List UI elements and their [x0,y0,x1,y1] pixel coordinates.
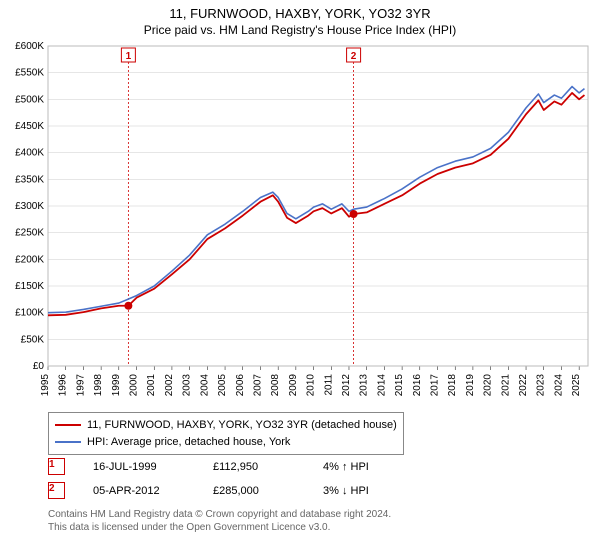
svg-text:£550K: £550K [15,68,44,79]
svg-text:2017: 2017 [430,374,441,397]
svg-text:1996: 1996 [58,374,69,397]
legend-label-hpi: HPI: Average price, detached house, York [87,434,290,451]
svg-text:2014: 2014 [376,374,387,397]
sale-price: £112,950 [213,461,323,473]
price-chart: £0 £50K £100K £150K £200K £250K £300K £350K £400… [0,0,600,410]
svg-text:2004: 2004 [199,374,210,397]
svg-text:2010: 2010 [306,374,317,397]
legend-swatch-property [55,424,81,426]
svg-text:2001: 2001 [146,374,157,397]
svg-text:£500K: £500K [15,94,44,105]
svg-text:£250K: £250K [15,228,44,239]
svg-text:£600K: £600K [15,41,44,52]
svg-text:2002: 2002 [164,374,175,397]
sale-price: £285,000 [213,485,323,497]
svg-text:2016: 2016 [412,374,423,397]
svg-text:2008: 2008 [270,374,281,397]
footer-line2: This data is licensed under the Open Gov… [48,521,391,534]
sale-marker-box: 1 [48,458,65,475]
svg-text:2025: 2025 [571,374,582,397]
svg-text:2018: 2018 [447,374,458,397]
svg-text:2015: 2015 [394,374,405,397]
svg-text:2022: 2022 [518,374,529,397]
svg-text:2019: 2019 [465,374,476,397]
sale-hpi-delta: 3% ↓ HPI [323,485,369,497]
svg-text:1: 1 [126,51,132,62]
legend-swatch-hpi [55,441,81,443]
svg-text:1999: 1999 [111,374,122,397]
svg-text:£400K: £400K [15,148,44,159]
svg-text:2011: 2011 [323,374,334,396]
svg-text:£150K: £150K [15,281,44,292]
svg-text:£100K: £100K [15,308,44,319]
svg-text:2013: 2013 [359,374,370,397]
svg-text:2007: 2007 [252,374,263,397]
svg-text:1995: 1995 [40,374,51,397]
sale-row: 2 05-APR-2012£285,0003% ↓ HPI [48,482,369,499]
legend-label-property: 11, FURNWOOD, HAXBY, YORK, YO32 3YR (det… [87,417,397,434]
svg-text:1997: 1997 [75,374,86,397]
sale-marker-box: 2 [48,482,65,499]
sale-hpi-delta: 4% ↑ HPI [323,461,369,473]
footer-line1: Contains HM Land Registry data © Crown c… [48,508,391,521]
sale-date: 05-APR-2012 [93,485,213,497]
svg-text:£450K: £450K [15,121,44,132]
legend: 11, FURNWOOD, HAXBY, YORK, YO32 3YR (det… [48,412,404,455]
svg-text:2: 2 [351,51,357,62]
svg-text:£50K: £50K [21,334,45,345]
svg-text:2003: 2003 [182,374,193,397]
attribution-footer: Contains HM Land Registry data © Crown c… [48,508,391,534]
svg-text:£300K: £300K [15,201,44,212]
svg-text:2020: 2020 [483,374,494,397]
svg-text:2009: 2009 [288,374,299,397]
svg-text:2000: 2000 [129,374,140,397]
svg-text:2023: 2023 [536,374,547,397]
svg-text:2024: 2024 [553,374,564,397]
svg-text:2005: 2005 [217,374,228,397]
sale-row: 1 16-JUL-1999£112,9504% ↑ HPI [48,458,369,475]
svg-text:1998: 1998 [93,374,104,397]
svg-text:2021: 2021 [500,374,511,397]
svg-text:£350K: £350K [15,174,44,185]
svg-text:£200K: £200K [15,254,44,265]
svg-text:2006: 2006 [235,374,246,397]
svg-text:2012: 2012 [341,374,352,397]
svg-text:£0: £0 [33,361,45,372]
sale-date: 16-JUL-1999 [93,461,213,473]
